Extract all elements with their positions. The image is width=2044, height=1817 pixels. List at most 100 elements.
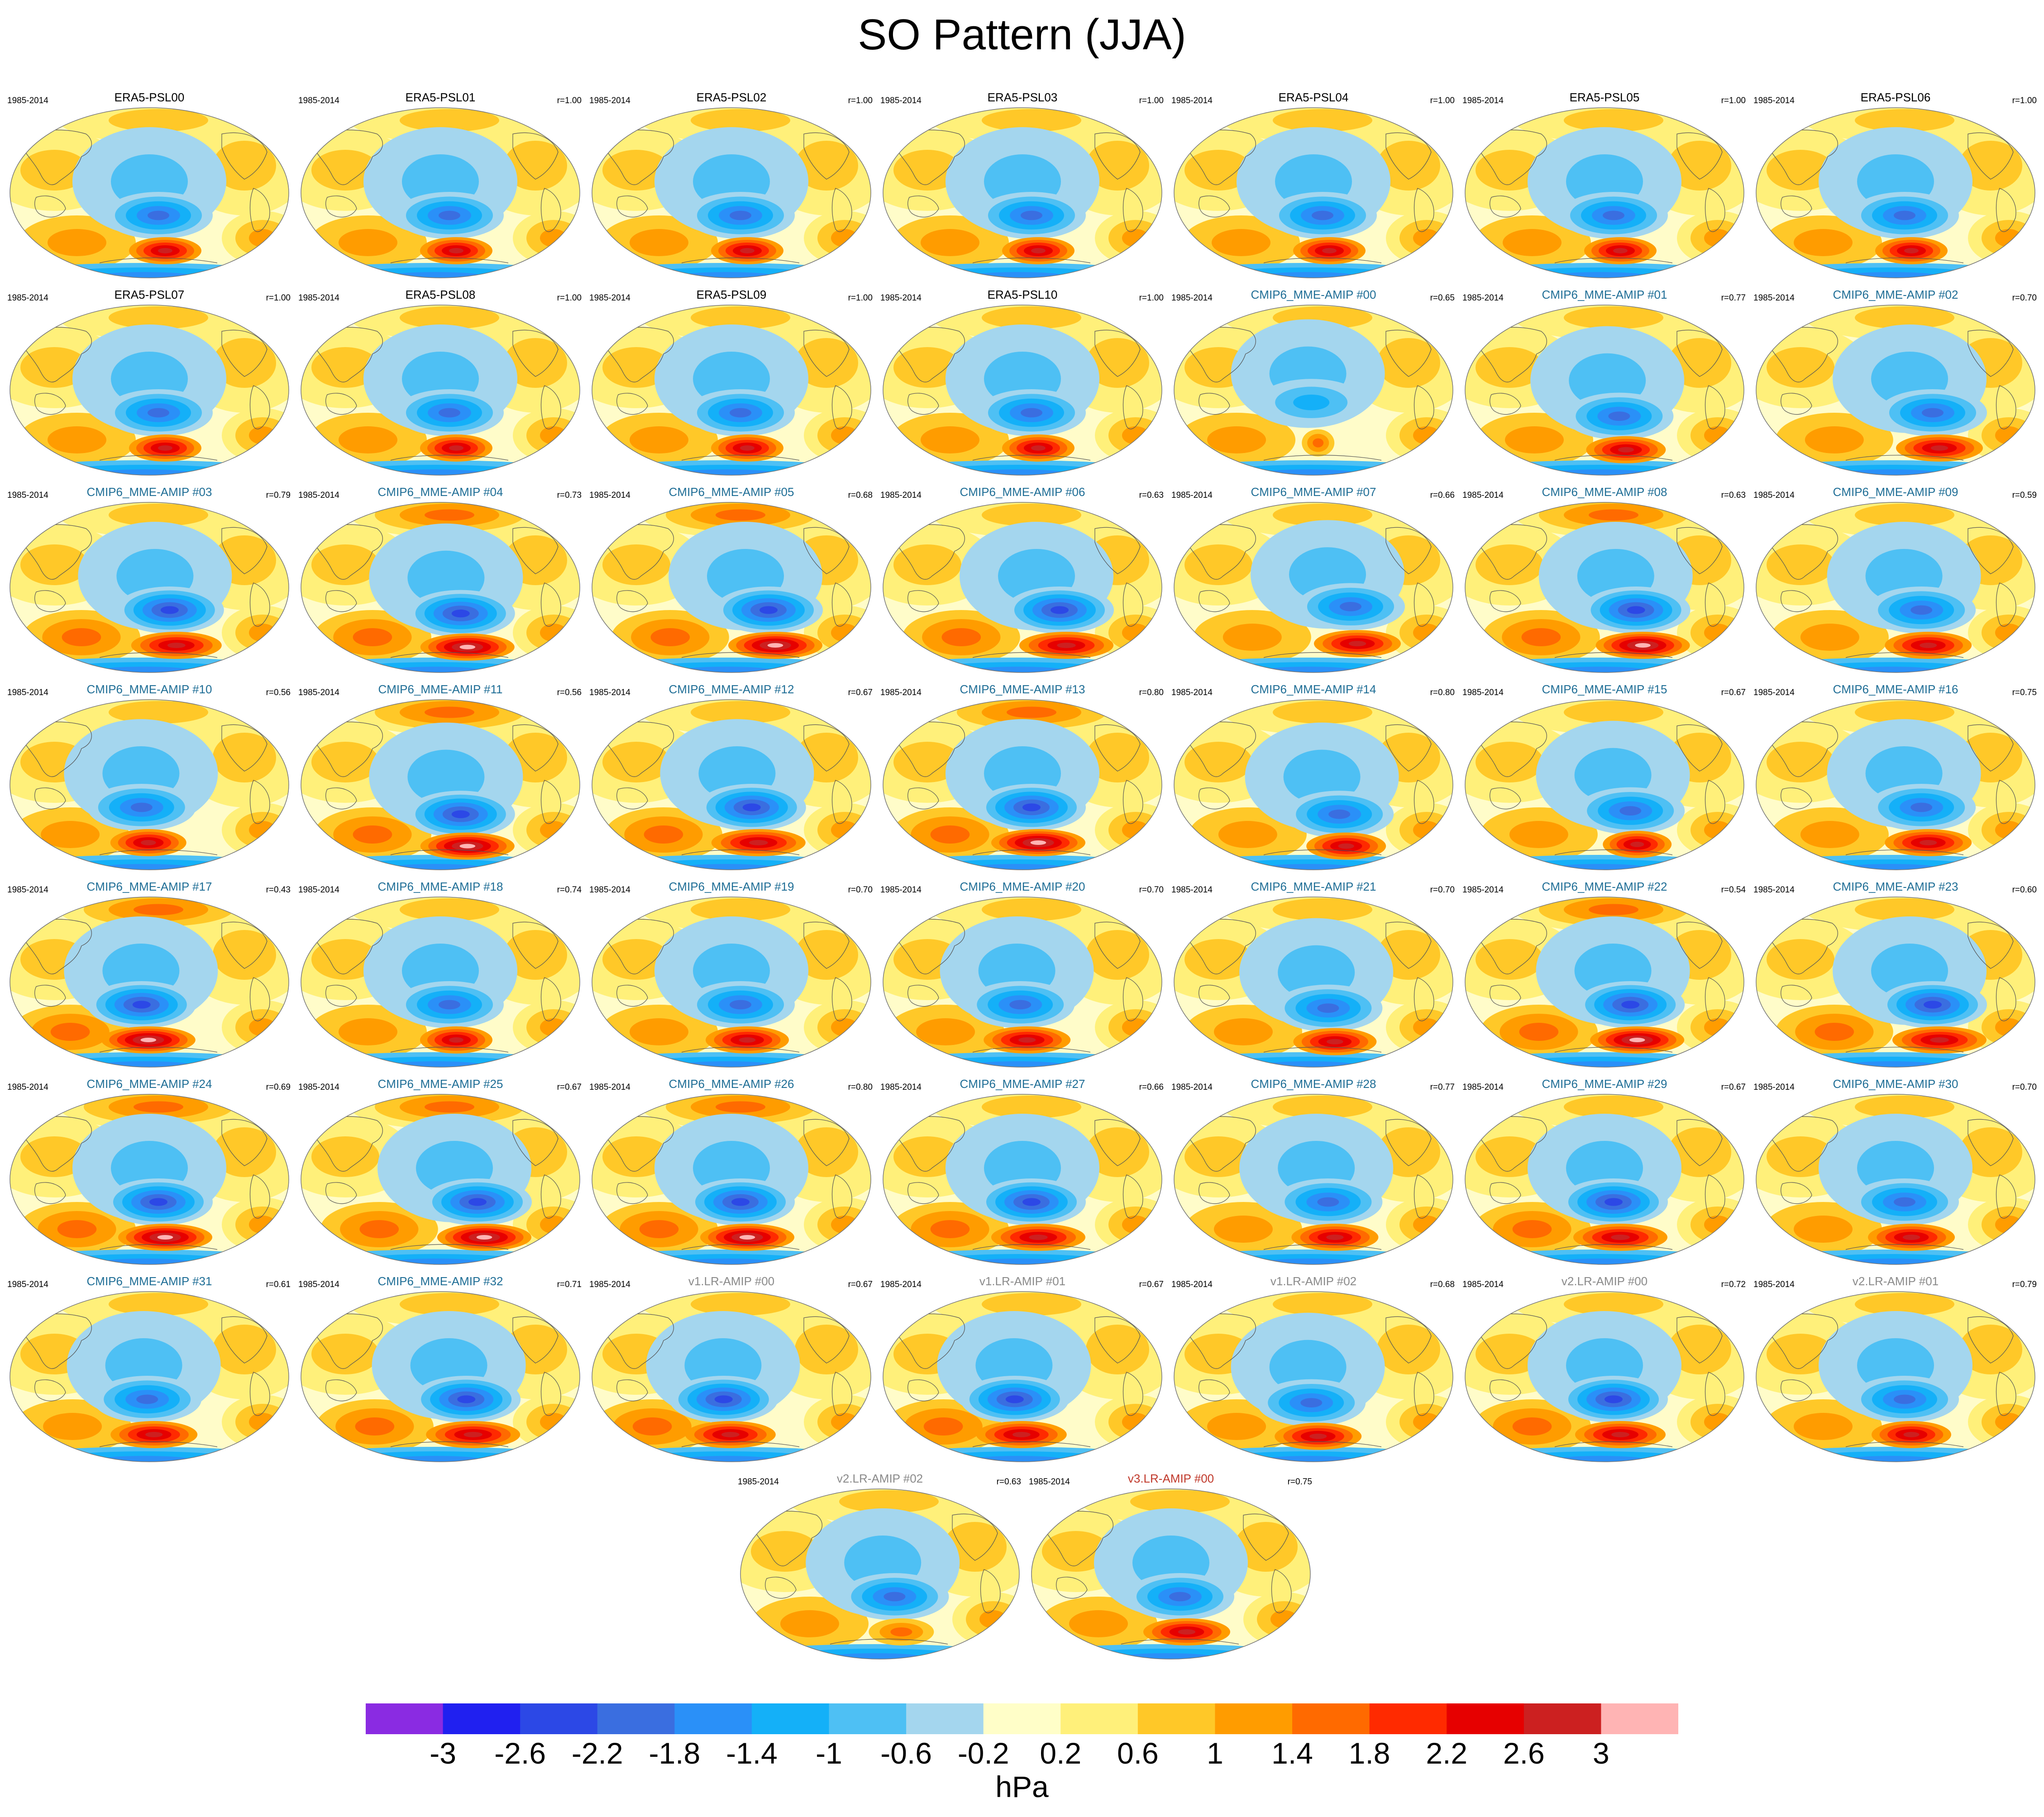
positive-anomaly-southwest-level-1 bbox=[921, 426, 979, 453]
positive-anomaly-southwest-level-1 bbox=[1218, 821, 1277, 848]
map-border bbox=[10, 1291, 289, 1462]
panel-title: CMIP6_MME-AMIP #03 bbox=[86, 485, 212, 499]
panel-map bbox=[300, 107, 581, 279]
positive-anomaly-east-level-1 bbox=[1086, 141, 1149, 191]
panel-period: 1985-2014 bbox=[880, 1083, 922, 1092]
panel-map bbox=[1464, 1093, 1745, 1265]
coastline-asia bbox=[1473, 721, 1547, 777]
positive-anomaly-core-level-4 bbox=[1018, 1037, 1036, 1043]
positive-anomaly-core bbox=[437, 1224, 531, 1251]
panel-period: 1985-2014 bbox=[1171, 1280, 1213, 1289]
negative-anomaly-southern-band-level-2 bbox=[968, 667, 1068, 672]
negative-anomaly-core bbox=[1850, 1178, 1959, 1226]
panel-title: CMIP6_MME-AMIP #02 bbox=[1833, 288, 1958, 301]
positive-anomaly-core-level-4 bbox=[1322, 248, 1337, 253]
positive-anomaly-southeast-level-2 bbox=[249, 821, 276, 839]
map-svg bbox=[10, 1094, 289, 1265]
negative-anomaly-core-level-5 bbox=[731, 1198, 750, 1206]
coastline-australia bbox=[1781, 590, 1812, 612]
coastline-australia bbox=[907, 1379, 939, 1402]
coastline-north-america bbox=[1676, 1119, 1723, 1166]
coastline-north-america bbox=[1676, 329, 1723, 377]
map-panel: CMIP6_MME-AMIP #29 1985-2014 r=0.67 bbox=[1459, 1077, 1750, 1272]
negative-anomaly-southern-band-level-2 bbox=[95, 864, 195, 870]
panel-correlation: r=0.77 bbox=[1721, 293, 1746, 303]
positive-anomaly-southeast-level-2 bbox=[540, 426, 567, 444]
coastline-antarctica bbox=[681, 258, 800, 263]
panel-map bbox=[9, 501, 290, 673]
coastlines bbox=[1039, 1511, 1292, 1645]
positive-anomaly-west-level-1 bbox=[602, 150, 670, 191]
coastline-south-america bbox=[1122, 188, 1143, 232]
panel-correlation: r=0.67 bbox=[1721, 1083, 1746, 1092]
coastline-australia bbox=[1199, 590, 1230, 612]
negative-anomaly-core bbox=[1257, 379, 1366, 426]
positive-anomaly-southeast-level-2 bbox=[1413, 1216, 1440, 1234]
map-border bbox=[1465, 897, 1744, 1068]
coastline-antarctica bbox=[972, 652, 1091, 658]
negative-anomaly-southern-band-level-2 bbox=[1550, 667, 1650, 672]
coastline-north-america bbox=[1094, 921, 1141, 969]
positive-anomaly-southwest-level-1 bbox=[921, 229, 979, 256]
positive-anomaly-southeast-level-2 bbox=[831, 624, 858, 642]
coastline-north-america bbox=[1968, 1119, 2014, 1166]
panel-map bbox=[1464, 1291, 1745, 1463]
colorbar-tick-label: -1 bbox=[816, 1736, 842, 1770]
positive-anomaly-arctic-level-1 bbox=[691, 1293, 790, 1316]
coastlines bbox=[1473, 1313, 1725, 1447]
map-border bbox=[1756, 1094, 2035, 1265]
negative-anomaly-southern-band bbox=[592, 1447, 871, 1462]
coastlines bbox=[309, 919, 561, 1053]
positive-anomaly-west-level-1 bbox=[1767, 1136, 1834, 1177]
panel-correlation: r=1.00 bbox=[1139, 293, 1164, 303]
colorbar-swatch bbox=[1215, 1703, 1293, 1734]
coastlines bbox=[748, 1511, 1001, 1645]
positive-anomaly-arctic-level-3 bbox=[716, 1101, 765, 1113]
negative-anomaly-core-level-5 bbox=[1924, 1001, 1942, 1009]
coastline-asia bbox=[891, 721, 965, 777]
panel-map bbox=[740, 1488, 1020, 1660]
panel-correlation: r=0.79 bbox=[266, 491, 291, 500]
map-panel: v3.LR-AMIP #00 1985-2014 r=0.75 bbox=[1025, 1472, 1317, 1666]
coastlines bbox=[18, 721, 270, 855]
coastline-north-america bbox=[1385, 132, 1432, 180]
negative-anomaly-core-level-4 bbox=[439, 210, 460, 220]
map-field bbox=[592, 897, 871, 1067]
panel-map bbox=[1173, 896, 1454, 1068]
positive-anomaly-core-level-4 bbox=[1920, 840, 1937, 845]
positive-anomaly-west-level-1 bbox=[1767, 939, 1834, 980]
map-border bbox=[592, 502, 871, 673]
negative-anomaly-core-level-5 bbox=[468, 1198, 487, 1206]
panel-map bbox=[9, 107, 290, 279]
coastlines bbox=[18, 1116, 270, 1250]
positive-anomaly-west-level-1 bbox=[311, 150, 379, 191]
map-svg bbox=[10, 502, 289, 673]
positive-anomaly-core-level-4 bbox=[1348, 641, 1366, 647]
coastline-asia bbox=[600, 327, 674, 382]
coastline-north-america bbox=[803, 1316, 850, 1364]
colorbar-tick-label: -0.2 bbox=[957, 1736, 1009, 1770]
positive-anomaly-core bbox=[1314, 630, 1401, 658]
positive-anomaly-west-level-1 bbox=[311, 939, 379, 980]
coastline-asia bbox=[18, 524, 92, 580]
map-svg bbox=[1174, 1291, 1453, 1462]
panel-title: CMIP6_MME-AMIP #26 bbox=[669, 1077, 794, 1091]
positive-anomaly-west-level-1 bbox=[1767, 742, 1834, 782]
negative-anomaly-southern-band-level-2 bbox=[1841, 469, 1941, 475]
positive-anomaly-core-level-4 bbox=[1902, 1235, 1920, 1240]
positive-anomaly-core-level-4 bbox=[449, 1037, 463, 1043]
map-panel: ERA5-PSL01 1985-2014 r=1.00 bbox=[295, 91, 586, 285]
map-field bbox=[301, 108, 580, 278]
panel-correlation: r=0.70 bbox=[2012, 1083, 2037, 1092]
positive-anomaly-core-level-4 bbox=[740, 445, 755, 451]
coastlines bbox=[18, 1313, 270, 1447]
positive-anomaly-arctic-level-1 bbox=[400, 109, 499, 132]
negative-anomaly-southern-band-level-2 bbox=[95, 1456, 195, 1462]
map-border bbox=[301, 1291, 580, 1462]
positive-anomaly-core-level-4 bbox=[1178, 1629, 1196, 1635]
map-panel: CMIP6_MME-AMIP #24 1985-2014 r=0.69 bbox=[4, 1077, 295, 1272]
coastline-north-america bbox=[1385, 921, 1432, 969]
coastline-australia bbox=[1490, 196, 1521, 218]
panel-correlation: r=0.63 bbox=[1139, 491, 1164, 500]
map-field bbox=[883, 700, 1162, 870]
